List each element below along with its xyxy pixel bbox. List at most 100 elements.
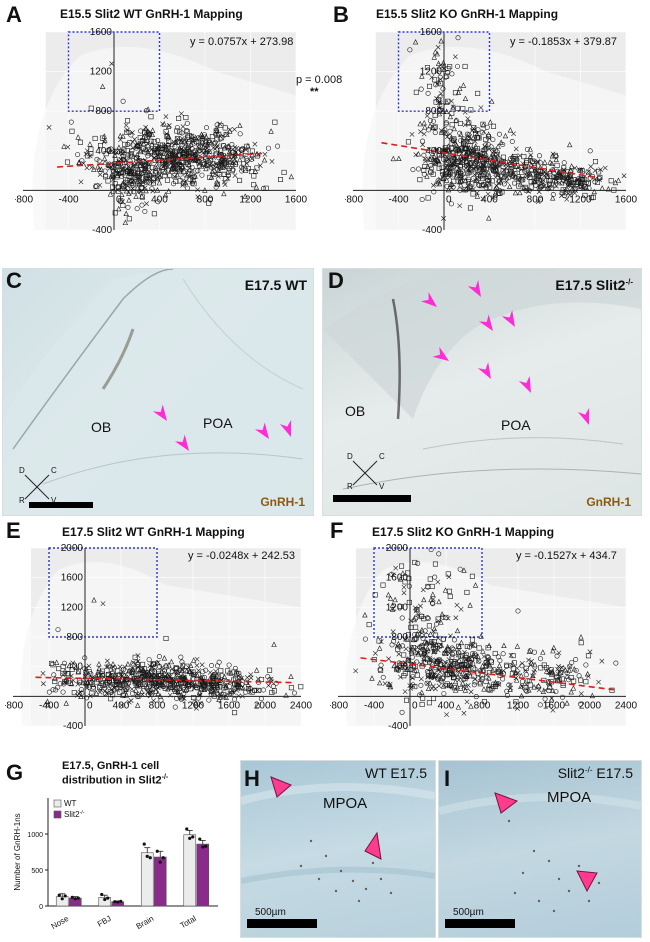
data-point bbox=[141, 683, 147, 689]
arrowhead-icon bbox=[494, 792, 519, 814]
data-point bbox=[239, 147, 245, 153]
x-tick-label: 0 bbox=[87, 700, 93, 711]
data-point bbox=[491, 123, 497, 129]
data-point bbox=[426, 623, 432, 629]
data-point bbox=[174, 128, 180, 134]
data-point bbox=[508, 663, 514, 669]
data-point bbox=[177, 693, 183, 699]
data-point bbox=[408, 624, 414, 630]
data-point bbox=[141, 145, 147, 151]
data-point bbox=[165, 141, 171, 147]
y-axis-label: Number of GnRH-1ns bbox=[13, 813, 22, 890]
data-point bbox=[125, 204, 131, 210]
data-point bbox=[458, 173, 464, 179]
arrow-icon bbox=[518, 375, 531, 393]
data-point bbox=[425, 616, 431, 622]
y-tick-label: 400 bbox=[425, 146, 442, 157]
y-tick-label: 800 bbox=[391, 632, 408, 643]
data-point bbox=[200, 669, 206, 675]
data-point bbox=[488, 164, 494, 170]
data-point bbox=[151, 155, 157, 160]
data-point bbox=[449, 161, 455, 167]
data-point bbox=[501, 181, 507, 187]
data-point bbox=[212, 671, 218, 677]
trend-equation-b: y = -0.1853x + 379.87 bbox=[510, 36, 618, 48]
data-point bbox=[496, 179, 502, 185]
data-point bbox=[208, 680, 214, 686]
data-point bbox=[268, 128, 274, 134]
data-point bbox=[406, 599, 412, 605]
data-point bbox=[427, 657, 433, 663]
data-point bbox=[136, 693, 142, 699]
data-point bbox=[470, 191, 476, 197]
data-point bbox=[408, 667, 414, 673]
data-point bbox=[154, 187, 161, 193]
data-point bbox=[177, 685, 183, 691]
data-point bbox=[410, 167, 416, 173]
data-point bbox=[135, 664, 141, 670]
data-point bbox=[415, 166, 421, 172]
data-point bbox=[438, 677, 444, 683]
data-point bbox=[485, 142, 491, 148]
data-point bbox=[487, 178, 493, 184]
x-tick-label: -400 bbox=[58, 194, 78, 205]
data-point bbox=[441, 62, 447, 68]
data-point bbox=[237, 177, 243, 183]
data-point bbox=[391, 638, 397, 644]
data-point bbox=[451, 136, 457, 142]
data-point bbox=[386, 656, 392, 662]
data-point bbox=[147, 693, 153, 699]
data-point bbox=[156, 152, 163, 158]
data-point bbox=[559, 694, 565, 700]
data-point bbox=[60, 663, 66, 669]
data-point bbox=[194, 672, 201, 678]
poa-label-d: POA bbox=[501, 417, 531, 433]
data-point bbox=[224, 163, 231, 169]
data-point bbox=[548, 696, 555, 703]
data-point bbox=[102, 691, 108, 697]
data-point bbox=[138, 128, 144, 134]
bar-chart-title-line2: distribution in Slit2-/- bbox=[62, 774, 169, 787]
legend-swatch bbox=[53, 799, 62, 808]
data-point bbox=[143, 163, 149, 169]
data-point bbox=[187, 680, 192, 686]
data-point bbox=[513, 146, 519, 152]
data-point bbox=[215, 180, 221, 187]
data-point bbox=[186, 161, 192, 168]
data-point bbox=[189, 164, 195, 170]
data-point bbox=[188, 141, 194, 147]
data-point bbox=[217, 136, 223, 142]
data-point bbox=[162, 169, 168, 175]
data-point bbox=[218, 152, 224, 158]
data-point bbox=[436, 110, 443, 117]
data-point bbox=[449, 185, 454, 191]
data-point bbox=[394, 667, 400, 673]
scale-bar-i bbox=[445, 919, 515, 928]
data-point bbox=[431, 54, 437, 60]
data-point bbox=[419, 651, 426, 658]
data-point bbox=[86, 684, 92, 690]
data-point bbox=[187, 174, 192, 180]
data-point bbox=[180, 124, 186, 129]
data-point bbox=[460, 140, 466, 146]
data-point bbox=[513, 675, 519, 681]
data-point bbox=[542, 159, 548, 165]
data-point bbox=[75, 681, 81, 687]
data-point bbox=[182, 179, 188, 185]
data-point bbox=[504, 662, 510, 668]
data-point bbox=[434, 621, 440, 627]
y-tick-label: 800 bbox=[425, 106, 442, 117]
data-point bbox=[142, 209, 148, 215]
data-point bbox=[201, 686, 208, 692]
data-point bbox=[461, 710, 467, 716]
data-point bbox=[141, 666, 147, 672]
data-point bbox=[116, 205, 122, 212]
data-point bbox=[219, 690, 226, 697]
data-point bbox=[155, 659, 161, 665]
data-point bbox=[455, 673, 461, 679]
data-point bbox=[194, 663, 200, 668]
data-point bbox=[465, 162, 471, 168]
data-point bbox=[493, 184, 500, 190]
data-point bbox=[448, 633, 453, 639]
data-point bbox=[206, 200, 212, 206]
